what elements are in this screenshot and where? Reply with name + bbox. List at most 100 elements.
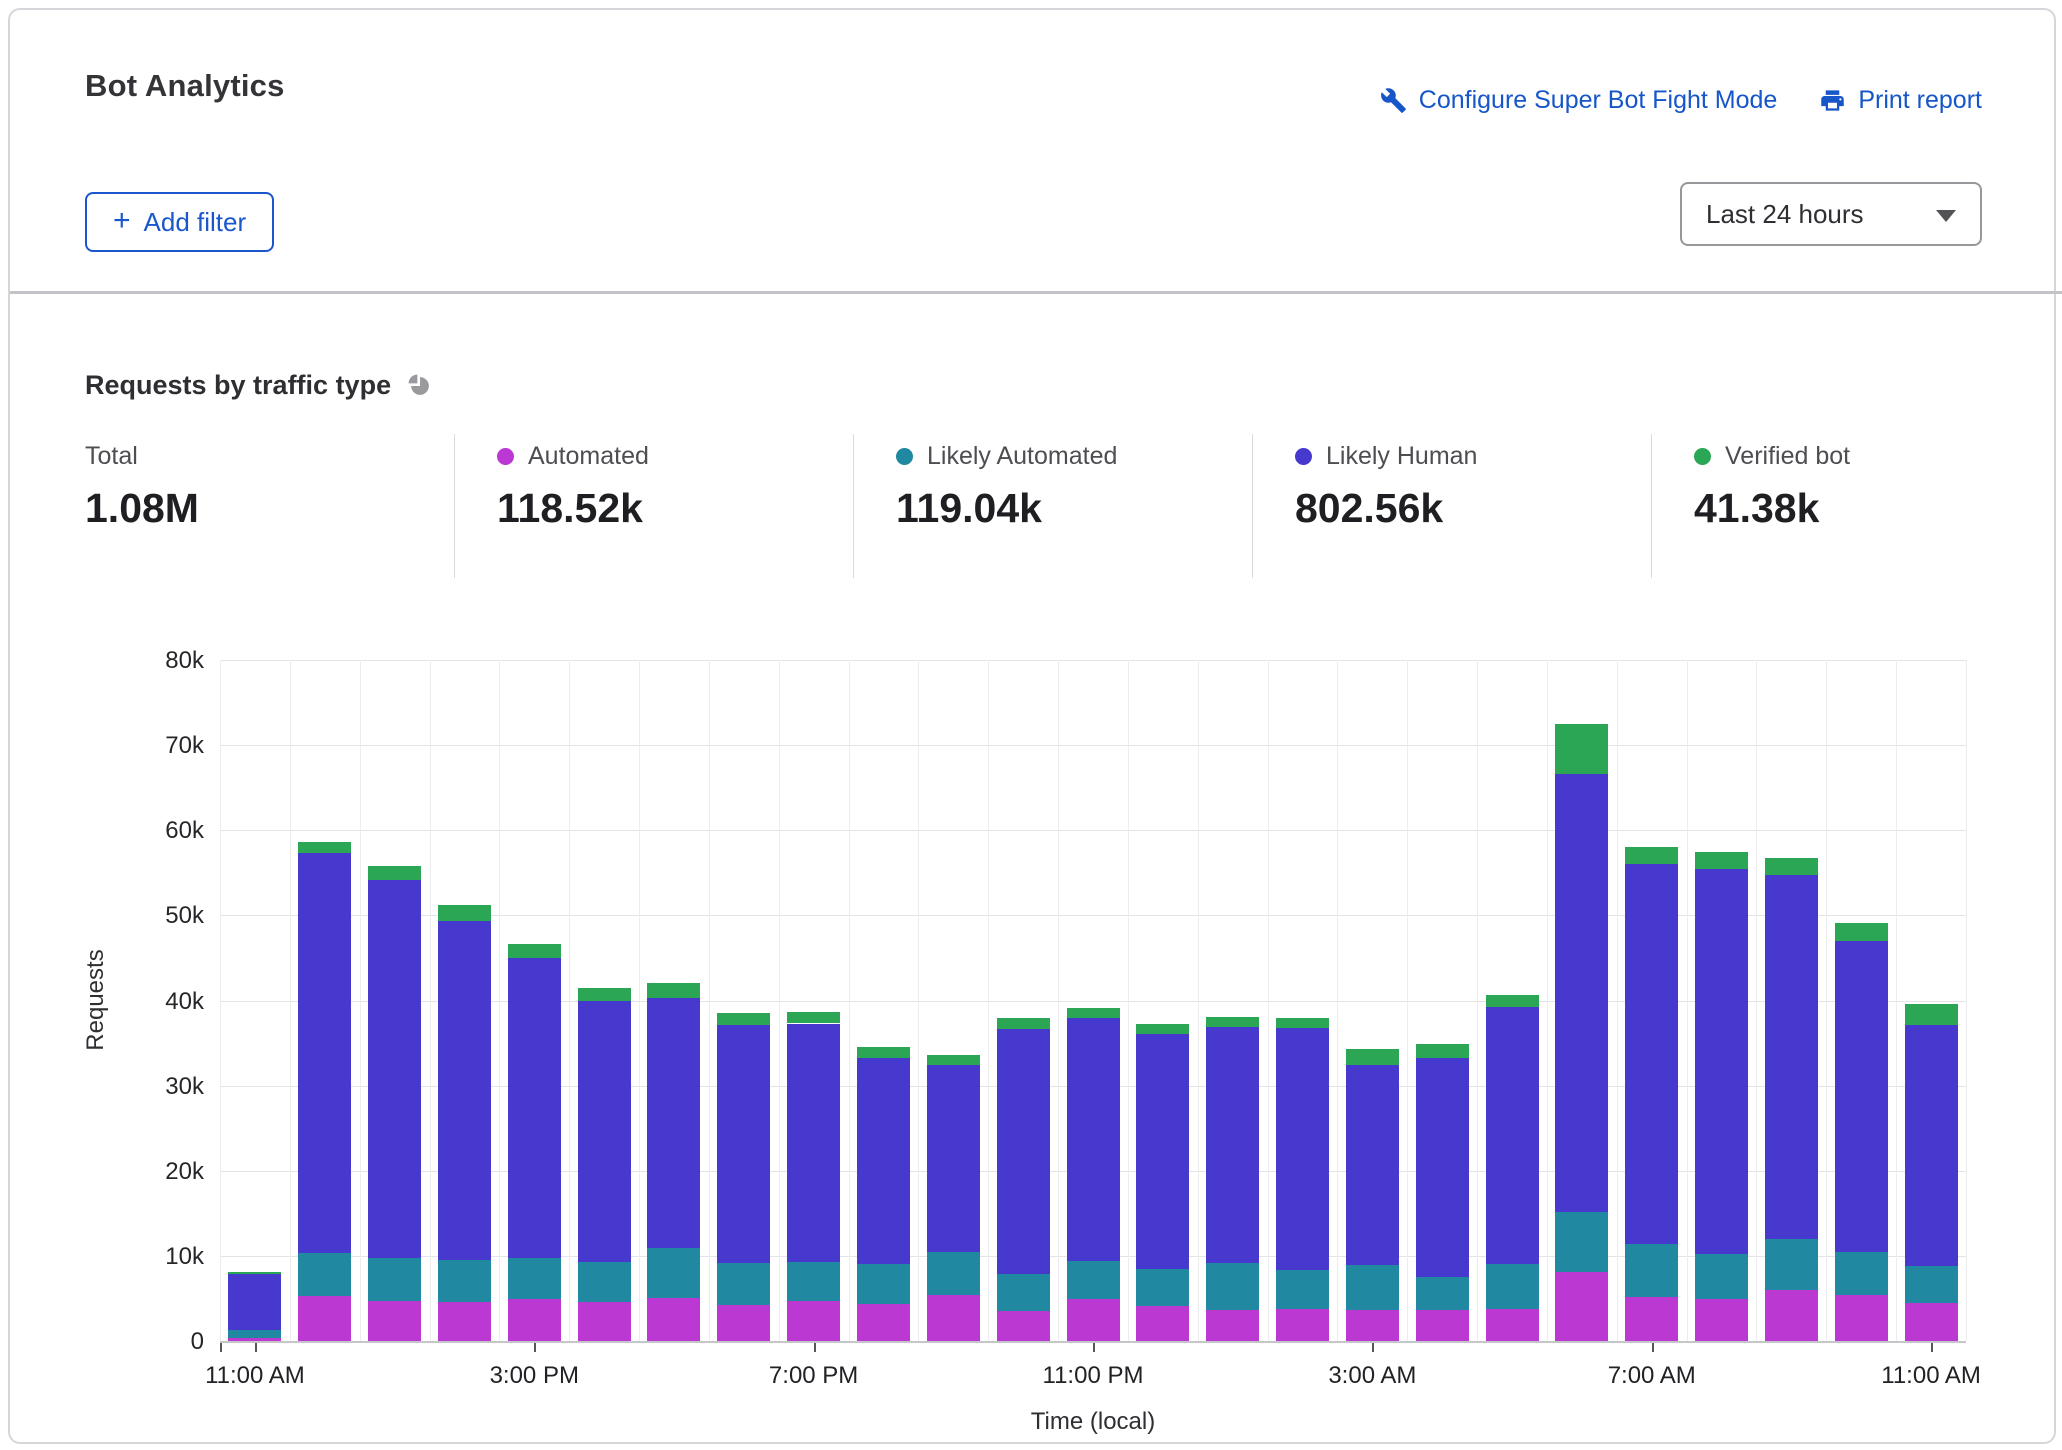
bar-segment-likely_human[interactable] [647, 998, 700, 1248]
bar-segment-likely_automated[interactable] [1695, 1254, 1748, 1299]
bar-segment-likely_human[interactable] [1555, 774, 1608, 1212]
bar-segment-automated[interactable] [927, 1295, 980, 1341]
bar-segment-automated[interactable] [1136, 1306, 1189, 1341]
bar-segment-verified_bot[interactable] [717, 1013, 770, 1025]
bar-segment-automated[interactable] [717, 1305, 770, 1341]
bar-segment-likely_automated[interactable] [1346, 1265, 1399, 1309]
bar-segment-verified_bot[interactable] [1695, 852, 1748, 870]
bar-segment-automated[interactable] [1555, 1272, 1608, 1341]
time-range-select[interactable]: Last 24 hours [1680, 182, 1982, 246]
bar-segment-likely_automated[interactable] [1276, 1270, 1329, 1309]
bar-segment-verified_bot[interactable] [508, 944, 561, 958]
bar-segment-verified_bot[interactable] [927, 1055, 980, 1065]
bar-segment-automated[interactable] [438, 1302, 491, 1341]
bar-segment-automated[interactable] [1486, 1309, 1539, 1341]
bar-segment-likely_human[interactable] [368, 880, 421, 1258]
bar-segment-automated[interactable] [1835, 1295, 1888, 1341]
bar-segment-likely_human[interactable] [228, 1274, 281, 1330]
bar-segment-automated[interactable] [578, 1302, 631, 1341]
bar-segment-verified_bot[interactable] [997, 1018, 1050, 1029]
bar-segment-likely_automated[interactable] [927, 1252, 980, 1295]
bar-segment-likely_human[interactable] [438, 921, 491, 1260]
bar-segment-likely_human[interactable] [1625, 864, 1678, 1244]
bar-segment-verified_bot[interactable] [1346, 1049, 1399, 1065]
bar-segment-automated[interactable] [368, 1301, 421, 1341]
bar-segment-likely_human[interactable] [1276, 1028, 1329, 1270]
bar-segment-verified_bot[interactable] [1276, 1018, 1329, 1028]
bar-segment-automated[interactable] [1765, 1290, 1818, 1341]
bar-segment-verified_bot[interactable] [298, 842, 351, 853]
bar-segment-verified_bot[interactable] [1206, 1017, 1259, 1027]
bar-segment-verified_bot[interactable] [1416, 1044, 1469, 1058]
bar-segment-likely_human[interactable] [1067, 1018, 1120, 1261]
bar-segment-automated[interactable] [1206, 1310, 1259, 1341]
bar-segment-likely_human[interactable] [1346, 1065, 1399, 1265]
bar-segment-likely_human[interactable] [997, 1029, 1050, 1273]
bar-segment-likely_automated[interactable] [228, 1330, 281, 1339]
stat-likely-automated[interactable]: Likely Automated119.04k [896, 440, 1117, 532]
bar-segment-likely_human[interactable] [1695, 869, 1748, 1254]
bar-segment-verified_bot[interactable] [1765, 858, 1818, 875]
bar-segment-verified_bot[interactable] [1555, 724, 1608, 774]
bar-segment-automated[interactable] [1695, 1299, 1748, 1341]
bar-segment-likely_automated[interactable] [1905, 1266, 1958, 1303]
bar-segment-likely_automated[interactable] [1416, 1277, 1469, 1310]
bar-segment-likely_human[interactable] [298, 853, 351, 1253]
bar-segment-likely_automated[interactable] [298, 1253, 351, 1296]
bar-segment-automated[interactable] [298, 1296, 351, 1341]
stat-total[interactable]: Total1.08M [85, 440, 199, 532]
bar-segment-automated[interactable] [647, 1298, 700, 1341]
stat-likely-human[interactable]: Likely Human802.56k [1295, 440, 1477, 532]
bar-segment-likely_automated[interactable] [857, 1264, 910, 1303]
bar-segment-automated[interactable] [997, 1311, 1050, 1341]
bar-segment-likely_human[interactable] [1905, 1025, 1958, 1266]
add-filter-button[interactable]: + Add filter [85, 192, 274, 252]
bar-segment-likely_automated[interactable] [717, 1263, 770, 1306]
bar-segment-likely_automated[interactable] [647, 1248, 700, 1298]
bar-segment-likely_human[interactable] [717, 1025, 770, 1262]
bar-segment-likely_automated[interactable] [1555, 1212, 1608, 1272]
bar-segment-verified_bot[interactable] [578, 988, 631, 1002]
bar-segment-likely_human[interactable] [787, 1024, 840, 1262]
bar-segment-automated[interactable] [1067, 1299, 1120, 1341]
bar-segment-verified_bot[interactable] [787, 1012, 840, 1024]
stat-verified-bot[interactable]: Verified bot41.38k [1694, 440, 1850, 532]
bar-segment-verified_bot[interactable] [857, 1047, 910, 1058]
bar-segment-verified_bot[interactable] [368, 866, 421, 880]
print-report-link[interactable]: Print report [1819, 86, 1982, 115]
bar-segment-likely_automated[interactable] [1206, 1263, 1259, 1311]
bar-segment-automated[interactable] [787, 1301, 840, 1341]
bar-segment-verified_bot[interactable] [228, 1272, 281, 1274]
bar-segment-likely_automated[interactable] [787, 1262, 840, 1301]
bar-segment-verified_bot[interactable] [438, 905, 491, 921]
bar-segment-automated[interactable] [857, 1304, 910, 1341]
bar-segment-likely_human[interactable] [927, 1065, 980, 1251]
bar-segment-likely_automated[interactable] [368, 1258, 421, 1301]
bar-segment-automated[interactable] [1346, 1310, 1399, 1341]
bar-segment-verified_bot[interactable] [1486, 995, 1539, 1007]
bar-segment-likely_human[interactable] [1765, 875, 1818, 1238]
bar-segment-likely_automated[interactable] [578, 1262, 631, 1302]
bar-segment-likely_automated[interactable] [1486, 1264, 1539, 1309]
stat-automated[interactable]: Automated118.52k [497, 440, 649, 532]
bar-segment-likely_automated[interactable] [1625, 1244, 1678, 1297]
bar-segment-likely_human[interactable] [1486, 1007, 1539, 1263]
bar-segment-automated[interactable] [1276, 1309, 1329, 1341]
bar-segment-likely_human[interactable] [1136, 1034, 1189, 1269]
bar-segment-likely_automated[interactable] [438, 1260, 491, 1302]
bar-segment-verified_bot[interactable] [647, 983, 700, 997]
configure-super-bot-fight-mode-link[interactable]: Configure Super Bot Fight Mode [1380, 86, 1778, 115]
bar-segment-likely_automated[interactable] [1067, 1261, 1120, 1299]
bar-segment-likely_human[interactable] [1416, 1058, 1469, 1278]
bar-segment-verified_bot[interactable] [1067, 1008, 1120, 1018]
bar-segment-likely_automated[interactable] [1765, 1239, 1818, 1290]
bar-segment-likely_human[interactable] [578, 1001, 631, 1261]
bar-segment-automated[interactable] [1416, 1310, 1469, 1341]
bar-segment-verified_bot[interactable] [1625, 847, 1678, 864]
bar-segment-automated[interactable] [1625, 1297, 1678, 1341]
bar-segment-automated[interactable] [1905, 1303, 1958, 1341]
bar-segment-likely_human[interactable] [1835, 941, 1888, 1252]
bar-segment-likely_automated[interactable] [1835, 1252, 1888, 1295]
bar-segment-likely_human[interactable] [508, 958, 561, 1258]
bar-segment-automated[interactable] [508, 1299, 561, 1341]
